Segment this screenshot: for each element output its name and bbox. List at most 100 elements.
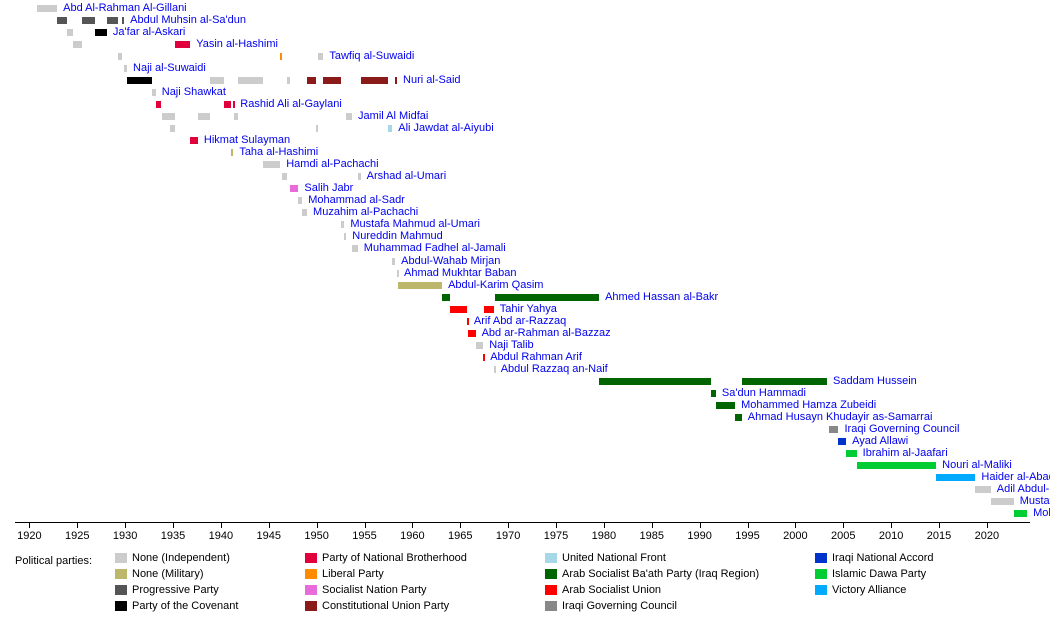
pm-name[interactable]: Mohammad al-Sadr: [308, 194, 405, 206]
legend-label: Progressive Party: [132, 584, 219, 596]
term-bar: [238, 77, 263, 84]
term-bar: [735, 414, 742, 421]
pm-name[interactable]: Yasin al-Hashimi: [196, 38, 278, 50]
tick-label: 1940: [209, 530, 233, 550]
tick-label: 1980: [592, 530, 616, 550]
pm-name[interactable]: Mohammed Hamza Zubeidi: [741, 399, 876, 411]
legend-label: Constitutional Union Party: [322, 600, 449, 612]
pm-name[interactable]: Naji Shawkat: [162, 86, 226, 98]
pm-name[interactable]: Tawfiq al-Suwaidi: [329, 50, 414, 62]
legend-item: Party of the Covenant: [115, 600, 238, 612]
pm-name[interactable]: Jamil Al Midfai: [358, 110, 428, 122]
pm-name[interactable]: Iraqi Governing Council: [844, 423, 959, 435]
pm-name[interactable]: Tahir Yahya: [500, 303, 557, 315]
tick-label: 1975: [544, 530, 568, 550]
tick: [891, 522, 892, 528]
pm-name[interactable]: Arif Abd ar-Razzaq: [474, 315, 566, 327]
term-bar: [234, 113, 238, 120]
pm-name[interactable]: Ahmad Husayn Khudayir as-Samarrai: [748, 411, 933, 423]
pm-name[interactable]: Nureddin Mahmud: [352, 230, 443, 242]
pm-name[interactable]: Ahmed Hassan al-Bakr: [605, 291, 718, 303]
legend-swatch: [115, 553, 127, 563]
term-bar: [711, 390, 716, 397]
pm-name[interactable]: Abdul-Karim Qasim: [448, 279, 543, 291]
pm-name[interactable]: Taha al-Hashimi: [239, 146, 318, 158]
tick-label: 2010: [879, 530, 903, 550]
legend-swatch: [545, 553, 557, 563]
term-bar: [398, 282, 442, 289]
term-bar: [280, 53, 282, 60]
term-bar: [37, 5, 57, 12]
tick: [77, 522, 78, 528]
legend-swatch: [815, 585, 827, 595]
legend-item: Arab Socialist Union: [545, 584, 661, 596]
tick-label: 1945: [257, 530, 281, 550]
tick: [843, 522, 844, 528]
pm-name[interactable]: Abdul Muhsin al-Sa'dun: [130, 14, 246, 26]
pm-name[interactable]: Abd Al-Rahman Al-Gillani: [63, 2, 187, 14]
x-axis: [15, 522, 1030, 523]
pm-name[interactable]: Naji al-Suwaidi: [133, 62, 206, 74]
pm-name[interactable]: Muhammad Fadhel al-Jamali: [364, 242, 506, 254]
pm-name[interactable]: Abdul Razzaq an-Naif: [501, 363, 608, 375]
tick: [269, 522, 270, 528]
tick: [748, 522, 749, 528]
pm-name[interactable]: Rashid Ali al-Gaylani: [240, 98, 342, 110]
pm-name[interactable]: Naji Talib: [489, 339, 533, 351]
legend-label: United National Front: [562, 552, 666, 564]
pm-name[interactable]: Abdul Rahman Arif: [490, 351, 582, 363]
tick: [939, 522, 940, 528]
pm-name[interactable]: Haider al-Abadi: [981, 471, 1050, 483]
legend-swatch: [115, 601, 127, 611]
pm-name[interactable]: Nouri al-Maliki: [942, 459, 1012, 471]
term-bar: [127, 77, 152, 84]
term-bar: [361, 77, 389, 84]
term-bar: [162, 113, 175, 120]
legend-label: None (Military): [132, 568, 204, 580]
pm-name[interactable]: Sa'dun Hammadi: [722, 387, 806, 399]
tick: [365, 522, 366, 528]
tick-label: 1935: [161, 530, 185, 550]
legend-item: Liberal Party: [305, 568, 384, 580]
term-bar: [287, 77, 290, 84]
term-bar: [175, 41, 190, 48]
pm-name[interactable]: Abd ar-Rahman al-Bazzaz: [482, 327, 611, 339]
pm-name[interactable]: Ali Jawdat al-Aiyubi: [398, 122, 493, 134]
pm-name[interactable]: Hamdi al-Pachachi: [286, 158, 378, 170]
tick-label: 2020: [975, 530, 999, 550]
tick: [604, 522, 605, 528]
pm-name[interactable]: Muzahim al-Pachachi: [313, 206, 418, 218]
term-bar: [495, 294, 599, 301]
pm-name[interactable]: Mohammed Shia' Al Sudani: [1033, 507, 1050, 519]
term-bar: [358, 173, 361, 180]
term-bar: [346, 113, 352, 120]
pm-name[interactable]: Ibrahim al-Jaafari: [863, 447, 948, 459]
term-bar: [170, 125, 175, 132]
pm-name[interactable]: Salih Jabr: [304, 182, 353, 194]
pm-name[interactable]: Saddam Hussein: [833, 375, 917, 387]
pm-name[interactable]: Arshad al-Umari: [367, 170, 446, 182]
pm-name[interactable]: Adil Abdul-Mahdi: [997, 483, 1050, 495]
legend-item: Arab Socialist Ba'ath Party (Iraq Region…: [545, 568, 759, 580]
term-bar: [395, 77, 397, 84]
term-bar: [341, 221, 345, 228]
term-bar: [190, 137, 198, 144]
legend-label: Socialist Nation Party: [322, 584, 427, 596]
term-bar: [829, 426, 839, 433]
pm-name[interactable]: Ahmad Mukhtar Baban: [404, 267, 517, 279]
pm-name[interactable]: Abdul-Wahab Mirjan: [401, 255, 500, 267]
term-bar: [599, 378, 711, 385]
pm-name[interactable]: Mustafa Al-Kadhimi: [1020, 495, 1050, 507]
pm-name[interactable]: Ayad Allawi: [852, 435, 908, 447]
legend-label: Party of the Covenant: [132, 600, 238, 612]
term-bar: [318, 53, 324, 60]
pm-name[interactable]: Ja'far al-Askari: [113, 26, 185, 38]
term-bar: [282, 173, 287, 180]
term-bar: [156, 101, 162, 108]
pm-name[interactable]: Nuri al-Said: [403, 74, 460, 86]
pm-name[interactable]: Mustafa Mahmud al-Umari: [350, 218, 480, 230]
pm-name[interactable]: Hikmat Sulayman: [204, 134, 290, 146]
term-bar: [302, 209, 307, 216]
legend-swatch: [545, 601, 557, 611]
legend-swatch: [115, 569, 127, 579]
